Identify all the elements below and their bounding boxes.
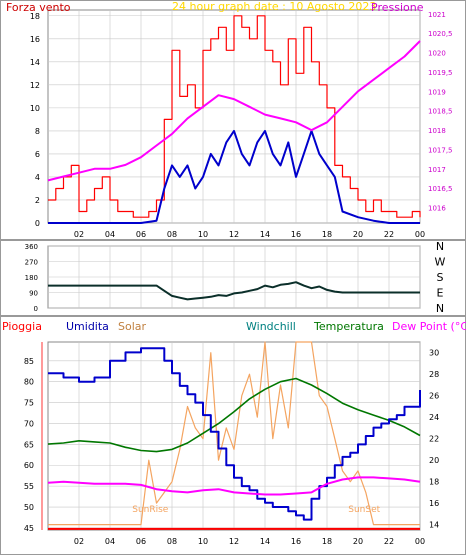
y-tick-label-humidity: 55 [24, 482, 34, 491]
x-tick-label: 20 [353, 230, 363, 239]
left-axis-label-wind: Forza vento [6, 1, 71, 14]
series-wind-gust [48, 15, 421, 218]
x-tick-label: 12 [229, 230, 239, 239]
x-tick-label: 02 [74, 230, 84, 239]
x-tick-label: 12 [229, 537, 239, 546]
compass-label: W [435, 256, 446, 269]
y-tick-label-temperature: 18 [429, 478, 439, 487]
y-tick-label-direction: 180 [25, 274, 38, 282]
series-temperature [47, 377, 421, 453]
y-tick-label-humidity: 85 [24, 357, 34, 366]
y-tick-label-direction: 0 [34, 305, 38, 313]
annotation-sunset: SunSet [348, 505, 380, 515]
y-tick-label-pressure: 1020,5 [428, 30, 453, 38]
y-tick-label-pressure: 1016 [428, 205, 446, 213]
y-tick-label-wind: 2 [35, 196, 40, 205]
y-tick-label-direction: 270 [25, 259, 38, 267]
x-tick-label: 10 [198, 230, 208, 239]
y-tick-label-pressure: 1016,5 [428, 185, 453, 193]
legend-dewpoint: Dew Point (°C) [392, 320, 466, 333]
series-dewpoint [47, 476, 421, 496]
y-tick-label-temperature: 30 [429, 349, 439, 358]
x-tick-label: 18 [322, 537, 332, 546]
chart-title: 24 hour graph date : 10 Agosto 2023 [172, 0, 376, 13]
y-tick-label-pressure: 1019 [428, 88, 446, 96]
x-tick-label: 02 [74, 537, 84, 546]
y-tick-label-wind: 0 [35, 219, 40, 228]
x-tick-label: 06 [136, 230, 146, 239]
y-tick-label-humidity: 65 [24, 440, 34, 449]
compass-label: N [436, 240, 444, 253]
y-tick-label-humidity: 75 [24, 399, 34, 408]
x-tick-label: 14 [260, 230, 270, 239]
y-tick-label-humidity: 70 [24, 419, 34, 428]
x-tick-label: 04 [105, 537, 115, 546]
y-tick-label-wind: 16 [30, 35, 40, 44]
y-tick-label-wind: 4 [35, 173, 40, 182]
x-tick-label: 06 [136, 537, 146, 546]
y-tick-label-wind: 8 [35, 127, 40, 136]
y-tick-label-direction: 360 [25, 243, 38, 251]
legend-temperature: Temperatura [313, 320, 384, 333]
y-tick-label-humidity: 50 [24, 503, 34, 512]
y-tick-label-direction: 90 [29, 290, 38, 298]
compass-label: S [437, 271, 444, 284]
series-wind-average [48, 129, 420, 224]
series-pressure [47, 40, 421, 182]
y-tick-label-temperature: 16 [429, 499, 439, 508]
x-tick-label: 16 [291, 537, 301, 546]
x-tick-label: 20 [353, 537, 363, 546]
y-tick-label-pressure: 1021 [428, 11, 446, 19]
x-tick-label: 14 [260, 537, 270, 546]
series-humidity [48, 347, 421, 521]
x-tick-label: 04 [105, 230, 115, 239]
y-tick-label-pressure: 1020 [428, 50, 446, 58]
x-tick-label: 00 [415, 230, 425, 239]
x-tick-label: 16 [291, 230, 301, 239]
y-tick-label-wind: 12 [30, 81, 40, 90]
compass-label: E [437, 287, 444, 300]
series-wind-direction [48, 281, 420, 301]
y-tick-label-temperature: 14 [429, 521, 439, 530]
y-tick-label-pressure: 1019,5 [428, 69, 453, 77]
x-tick-label: 00 [415, 537, 425, 546]
x-tick-label: 10 [198, 537, 208, 546]
x-tick-label: 22 [384, 230, 394, 239]
y-tick-label-humidity: 60 [24, 461, 34, 470]
x-tick-label: 08 [167, 537, 177, 546]
compass-label: N [436, 302, 444, 315]
y-tick-label-temperature: 22 [429, 435, 439, 444]
y-tick-label-wind: 18 [30, 12, 40, 21]
y-tick-label-temperature: 20 [429, 456, 439, 465]
y-tick-label-wind: 14 [30, 58, 40, 67]
y-tick-label-wind: 6 [35, 150, 40, 159]
y-tick-label-humidity: 45 [24, 524, 34, 533]
x-tick-label: 08 [167, 230, 177, 239]
series-solar [48, 341, 420, 526]
right-axis-label-pressure: Pressione [371, 1, 424, 14]
legend-humidity: Umidita [66, 320, 109, 333]
legend-rain: Pioggia [2, 320, 42, 333]
y-tick-label-temperature: 28 [429, 370, 439, 379]
x-tick-label: 22 [384, 537, 394, 546]
y-tick-label-humidity: 80 [24, 378, 34, 387]
legend-windchill: Windchill [246, 320, 296, 333]
y-tick-label-wind: 10 [30, 104, 40, 113]
y-tick-label-pressure: 1017 [428, 166, 446, 174]
legend-solar: Solar [118, 320, 147, 333]
y-tick-label-pressure: 1018 [428, 127, 446, 135]
y-tick-label-pressure: 1018,5 [428, 108, 453, 116]
x-tick-label: 18 [322, 230, 332, 239]
y-tick-label-temperature: 24 [429, 413, 439, 422]
annotation-sunrise: SunRise [132, 505, 169, 515]
y-tick-label-pressure: 1017,5 [428, 146, 453, 154]
y-tick-label-temperature: 26 [429, 392, 439, 401]
